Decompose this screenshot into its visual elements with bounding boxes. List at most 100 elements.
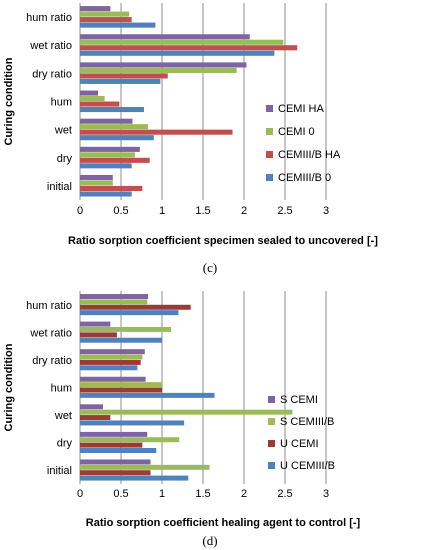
x-tick-label: 2.5 [277, 205, 292, 217]
bar [80, 96, 105, 102]
bar [80, 431, 148, 437]
x-tick-label: 0 [77, 205, 83, 217]
bar [80, 354, 143, 360]
y-tick-label: initial [47, 181, 72, 193]
bar [80, 470, 151, 476]
bar [80, 62, 247, 68]
y-tick-label: hum ratio [26, 12, 72, 24]
legend-label: CEMIII/B 0 [278, 172, 331, 184]
y-tick-label: initial [47, 465, 72, 477]
bar [80, 39, 284, 45]
chart-panel-2: initial dry wet hum dry ratio wet ratio hum ra… [3, 291, 361, 548]
bar [80, 326, 172, 332]
bar [80, 304, 191, 310]
y-tick-label: hum [51, 97, 72, 109]
bar [80, 78, 161, 84]
bar [80, 448, 157, 453]
bar [80, 118, 133, 124]
bar [80, 6, 111, 12]
bar [80, 321, 111, 327]
y-tick-label: dry [57, 153, 73, 165]
bar [80, 45, 298, 51]
bar [80, 437, 180, 443]
legend-swatch [268, 418, 275, 425]
legend-swatch [266, 151, 273, 158]
legend: CEMI HA CEMI 0 CEMIII/B HA CEMIII/B 0 [266, 103, 341, 184]
y-tick-label: wet [54, 410, 72, 422]
bar [80, 191, 132, 197]
y-tick-label: hum [51, 383, 72, 395]
bar [80, 34, 250, 40]
legend-label: CEMIII/B HA [278, 149, 341, 161]
panel-caption: (d) [202, 533, 217, 548]
x-tick-label: 2.5 [277, 488, 292, 500]
bar [80, 294, 149, 300]
x-tick-label: 3 [323, 488, 329, 500]
bar [80, 129, 233, 135]
bar [80, 420, 185, 426]
bar [80, 90, 99, 96]
x-tick-label: 1 [159, 488, 165, 500]
legend-swatch [266, 174, 273, 181]
legend-label: U CEMI [280, 438, 319, 450]
y-tick-label: dry ratio [32, 68, 72, 80]
legend-label: S CEMIII/B [280, 416, 334, 428]
bar [80, 50, 275, 56]
bar [80, 299, 148, 305]
x-tick-label: 1.5 [195, 488, 210, 500]
legend-swatch [268, 462, 275, 469]
bar [80, 382, 162, 388]
legend-label: U CEMIII/B [280, 460, 335, 472]
bar [80, 157, 150, 163]
bar [80, 124, 149, 130]
x-tick-label: 2 [241, 205, 247, 217]
x-tick-label: 2 [241, 488, 247, 500]
bar [80, 185, 143, 192]
bar [80, 163, 132, 169]
bar [80, 135, 154, 141]
bar [80, 392, 215, 398]
bar [80, 409, 293, 415]
y-axis-title: Curing condition [3, 343, 15, 431]
y-axis-title: Curing condition [3, 57, 15, 145]
bar [80, 332, 117, 338]
bar [80, 459, 151, 465]
y-tick-label: dry [57, 438, 73, 450]
legend-swatch [266, 105, 273, 112]
legend-label: CEMI HA [278, 103, 325, 115]
y-tick-label: wet [54, 125, 72, 137]
bar [80, 404, 103, 410]
y-tick-label: hum ratio [26, 300, 72, 312]
bar [80, 442, 143, 448]
x-axis-title: Ratio sorption coefficient healing agent… [86, 517, 361, 529]
bar [80, 310, 179, 316]
bar [80, 11, 130, 17]
legend-label: S CEMI [280, 394, 318, 406]
legend: S CEMI S CEMIII/B U CEMI U CEMIII/B [268, 394, 335, 472]
x-axis-title: Ratio sorption coefficient specimen seal… [68, 235, 378, 247]
bar [80, 174, 113, 181]
bar [80, 349, 145, 355]
x-tick-label: 0.5 [113, 488, 128, 500]
legend-swatch [268, 440, 275, 447]
y-tick-label: wet ratio [29, 327, 72, 339]
bar [80, 17, 132, 23]
x-tick-label: 0.5 [113, 205, 128, 217]
bar [80, 73, 168, 79]
bar [80, 365, 138, 371]
bar [80, 376, 146, 382]
x-tick-label: 1 [159, 205, 165, 217]
x-tick-label: 3 [323, 205, 329, 217]
bar [80, 106, 144, 113]
bar [80, 387, 162, 393]
bar [80, 101, 120, 107]
bar [80, 475, 189, 481]
y-tick-label: dry ratio [32, 355, 72, 367]
bar [80, 152, 135, 158]
bar [80, 415, 111, 421]
y-tick-label: wet ratio [29, 40, 72, 52]
bar [80, 337, 162, 343]
legend-swatch [266, 128, 273, 135]
x-tick-label: 1.5 [195, 205, 210, 217]
